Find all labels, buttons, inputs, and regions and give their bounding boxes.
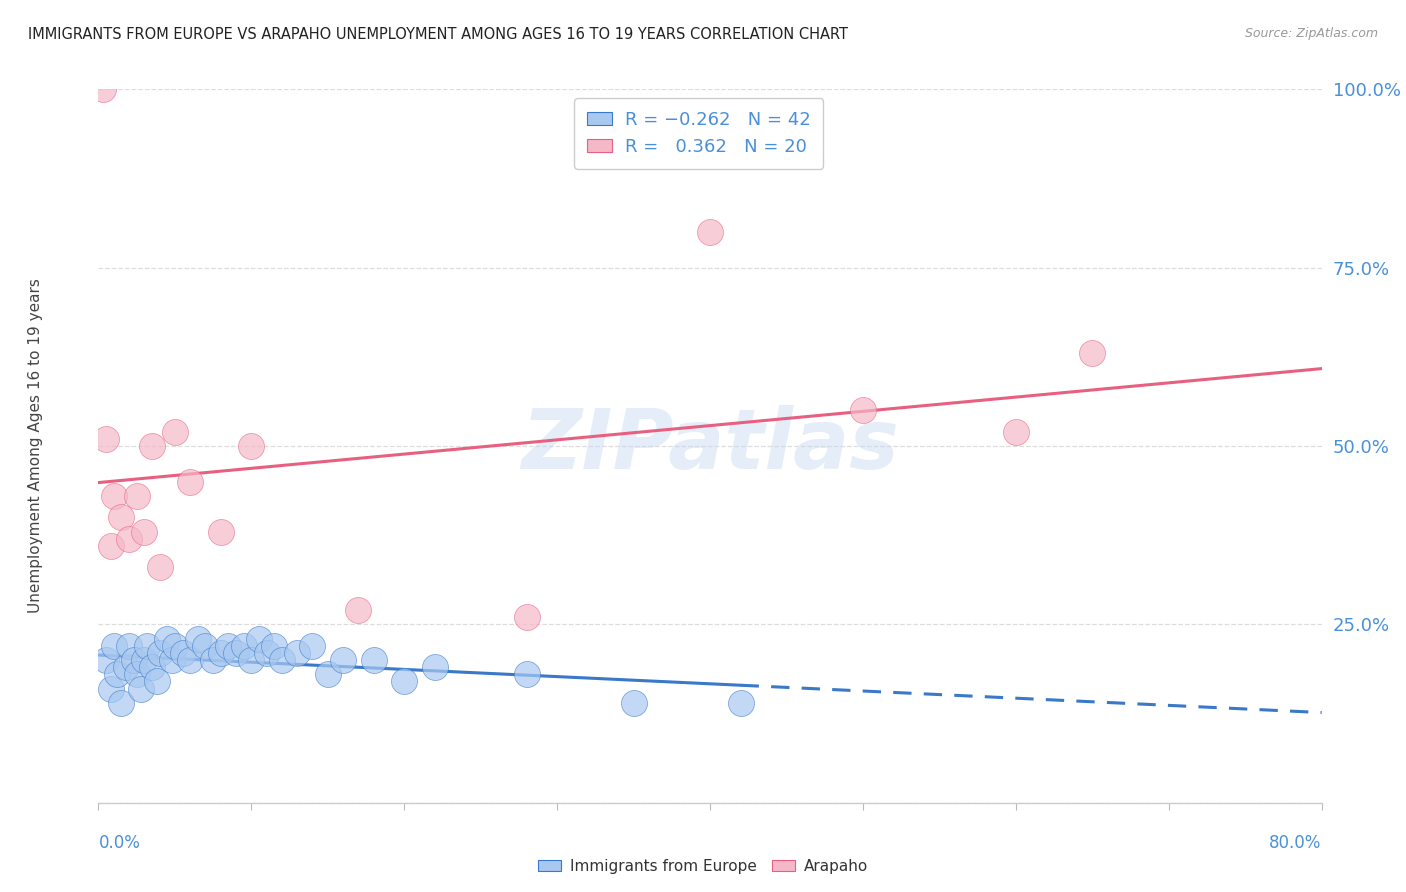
Point — [163, 425, 186, 439]
Point — [105, 667, 128, 681]
Text: IMMIGRANTS FROM EUROPE VS ARAPAHO UNEMPLOYMENT AMONG AGES 16 TO 19 YEARS CORRELA: IMMIGRANTS FROM EUROPE VS ARAPAHO UNEMPL… — [28, 27, 848, 42]
Point — [1081, 346, 1104, 360]
Point — [110, 510, 132, 524]
Legend: R = −0.262   N = 42, R =   0.362   N = 20: R = −0.262 N = 42, R = 0.362 N = 20 — [575, 98, 824, 169]
Point — [516, 610, 538, 624]
Point — [134, 653, 156, 667]
Point — [100, 681, 122, 696]
Point — [172, 646, 194, 660]
Point — [115, 660, 138, 674]
Point — [730, 696, 752, 710]
Point — [217, 639, 239, 653]
Point — [232, 639, 254, 653]
Point — [209, 524, 232, 539]
Point — [240, 439, 263, 453]
Point — [202, 653, 225, 667]
Point — [1004, 425, 1026, 439]
Point — [347, 603, 370, 617]
Point — [118, 532, 141, 546]
Point — [125, 489, 148, 503]
Point — [270, 653, 294, 667]
Point — [145, 674, 167, 689]
Point — [100, 539, 122, 553]
Point — [316, 667, 339, 681]
Point — [623, 696, 645, 710]
Point — [332, 653, 354, 667]
Point — [240, 653, 263, 667]
Point — [103, 639, 125, 653]
Point — [94, 653, 117, 667]
Text: ZIPatlas: ZIPatlas — [522, 406, 898, 486]
Point — [125, 667, 148, 681]
Point — [156, 632, 179, 646]
Point — [91, 82, 114, 96]
Point — [699, 225, 721, 239]
Point — [129, 681, 152, 696]
Point — [852, 403, 875, 417]
Text: Unemployment Among Ages 16 to 19 years: Unemployment Among Ages 16 to 19 years — [28, 278, 42, 614]
Point — [301, 639, 323, 653]
Point — [141, 660, 163, 674]
Point — [179, 653, 201, 667]
Point — [247, 632, 270, 646]
Text: 80.0%: 80.0% — [1270, 834, 1322, 852]
Text: 0.0%: 0.0% — [98, 834, 141, 852]
Point — [141, 439, 163, 453]
Point — [423, 660, 446, 674]
Point — [363, 653, 385, 667]
Point — [263, 639, 285, 653]
Point — [285, 646, 308, 660]
Point — [149, 646, 172, 660]
Point — [209, 646, 232, 660]
Point — [118, 639, 141, 653]
Point — [516, 667, 538, 681]
Point — [122, 653, 145, 667]
Point — [179, 475, 201, 489]
Point — [110, 696, 132, 710]
Point — [134, 524, 156, 539]
Legend: Immigrants from Europe, Arapaho: Immigrants from Europe, Arapaho — [531, 853, 875, 880]
Point — [160, 653, 183, 667]
Text: Source: ZipAtlas.com: Source: ZipAtlas.com — [1244, 27, 1378, 40]
Point — [103, 489, 125, 503]
Point — [225, 646, 247, 660]
Point — [163, 639, 186, 653]
Point — [392, 674, 416, 689]
Point — [256, 646, 278, 660]
Point — [149, 560, 172, 574]
Point — [94, 432, 117, 446]
Point — [136, 639, 159, 653]
Point — [194, 639, 217, 653]
Point — [187, 632, 209, 646]
